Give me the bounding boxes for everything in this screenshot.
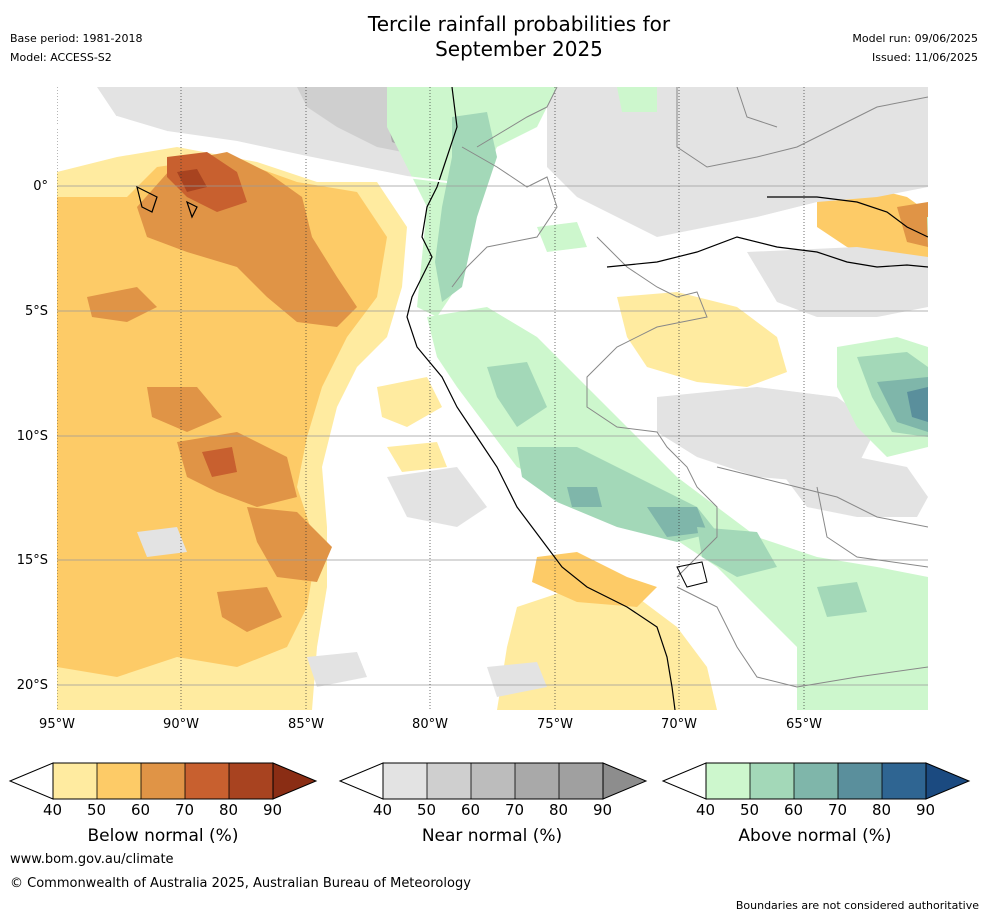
issued-text: Issued: 11/06/2025	[871, 51, 978, 64]
legend-colorbars	[8, 762, 971, 800]
below-tick-60: 60	[131, 801, 151, 819]
lon-label-85w: 85°W	[288, 717, 324, 732]
near-normal-title: Near normal (%)	[421, 826, 563, 846]
copyright-text: © Commonwealth of Australia 2025, Austra…	[10, 876, 471, 891]
model-text: Model: ACCESS-S2	[10, 51, 112, 64]
below-tick-90: 90	[263, 801, 283, 819]
near-tick-50: 50	[417, 801, 437, 819]
model-run-text: Model run: 09/06/2025	[852, 32, 978, 45]
lake-titicaca	[676, 561, 708, 588]
title-line-2: September 2025	[435, 37, 603, 61]
below-tick-40: 40	[43, 801, 63, 819]
map-canvas	[57, 87, 928, 710]
title-line-1: Tercile rainfall probabilities for	[367, 12, 671, 36]
lat-label-20s: 20°S	[16, 678, 48, 693]
above-normal-title: Above normal (%)	[738, 826, 892, 846]
lon-label-65w: 65°W	[786, 717, 822, 732]
country-borders	[451, 87, 928, 688]
base-period-text: Base period: 1981-2018	[10, 32, 143, 45]
below-normal-areas	[57, 87, 928, 710]
lon-label-75w: 75°W	[537, 717, 573, 732]
lon-label-80w: 80°W	[412, 717, 448, 732]
lat-label-5s: 5°S	[24, 304, 48, 319]
above-tick-90: 90	[916, 801, 936, 819]
near-tick-60: 60	[461, 801, 481, 819]
map-title: Tercile rainfall probabilities for Septe…	[294, 12, 744, 62]
coastline	[136, 87, 928, 710]
below-tick-80: 80	[219, 801, 239, 819]
near-tick-40: 40	[373, 801, 393, 819]
below-tick-50: 50	[87, 801, 107, 819]
below-tick-70: 70	[175, 801, 195, 819]
near-normal-colorbar	[338, 762, 648, 800]
contour-edges	[57, 115, 448, 183]
near-tick-90: 90	[593, 801, 613, 819]
below-normal-colorbar	[8, 762, 318, 800]
disclaimer-text: Boundaries are not considered authoritat…	[735, 899, 979, 912]
lat-label-0: 0°	[33, 179, 48, 194]
lon-label-70w: 70°W	[661, 717, 697, 732]
above-tick-60: 60	[784, 801, 804, 819]
lat-label-15s: 15°S	[16, 553, 48, 568]
above-normal-colorbar	[661, 762, 971, 800]
website-link[interactable]: www.bom.gov.au/climate	[10, 852, 174, 867]
lon-label-95w: 95°W	[39, 717, 75, 732]
near-tick-70: 70	[505, 801, 525, 819]
near-tick-80: 80	[549, 801, 569, 819]
above-tick-70: 70	[828, 801, 848, 819]
above-tick-40: 40	[696, 801, 716, 819]
lat-label-10s: 10°S	[16, 429, 48, 444]
latitude-gridlines	[57, 185, 928, 686]
lon-label-90w: 90°W	[163, 717, 199, 732]
probability-map	[57, 87, 928, 710]
above-tick-50: 50	[740, 801, 760, 819]
above-tick-80: 80	[872, 801, 892, 819]
above-normal-areas	[387, 87, 928, 710]
longitude-gridlines	[57, 87, 805, 710]
below-normal-title: Below normal (%)	[87, 826, 239, 846]
